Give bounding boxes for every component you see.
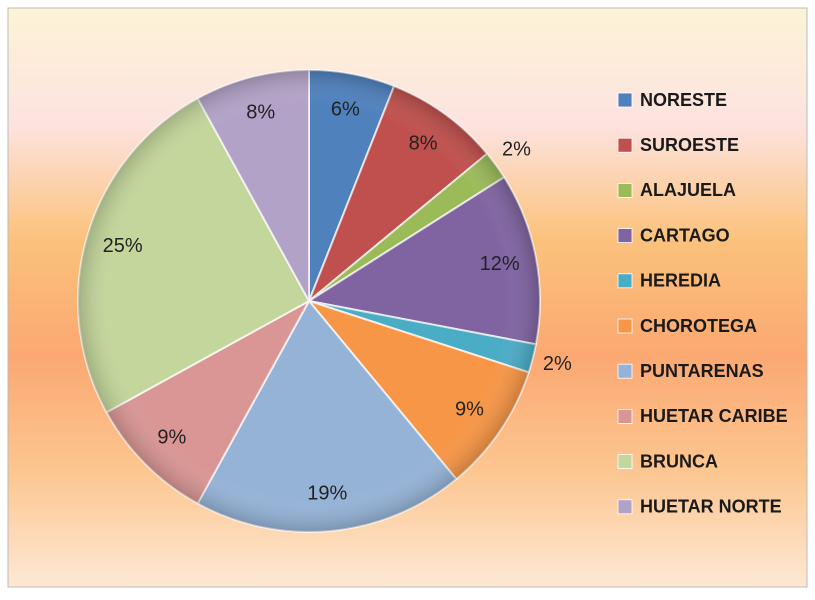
legend-label: BRUNCA — [640, 451, 718, 471]
legend-swatch — [617, 137, 633, 153]
data-label: 8% — [246, 101, 275, 123]
legend-label: HEREDIA — [640, 271, 721, 291]
data-label: 9% — [455, 398, 484, 420]
legend-label: CARTAGO — [640, 225, 730, 245]
legend-swatch — [617, 363, 633, 379]
data-label: 19% — [307, 482, 347, 504]
legend-swatch — [617, 408, 633, 424]
legend-swatch — [617, 92, 633, 108]
legend-label: HUETAR CARIBE — [640, 406, 788, 426]
legend-swatch — [617, 228, 633, 244]
data-label: 2% — [502, 139, 531, 161]
legend-label: CHOROTEGA — [640, 316, 757, 336]
legend-label: HUETAR NORTE — [640, 497, 782, 517]
legend-swatch — [617, 273, 633, 289]
data-label: 12% — [480, 253, 520, 275]
data-label: 9% — [157, 426, 186, 448]
legend: NORESTE SUROESTE ALAJUELA CARTAGO HEREDIA CHO… — [617, 90, 788, 517]
pie — [77, 68, 541, 533]
data-label: 25% — [103, 235, 143, 257]
legend-swatch — [617, 499, 633, 515]
data-label: 8% — [409, 132, 438, 154]
data-label: 6% — [331, 99, 360, 121]
legend-label: ALAJUELA — [640, 180, 736, 200]
legend-label: NORESTE — [640, 90, 727, 110]
legend-label: SUROESTE — [640, 135, 739, 155]
legend-swatch — [617, 182, 633, 198]
legend-label: PUNTARENAS — [640, 361, 764, 381]
data-label: 2% — [543, 353, 572, 375]
legend-swatch — [617, 454, 633, 470]
data-labels: 6% 8% 2% 12% 2% 9% 19% 9% 25% 8% — [103, 99, 572, 505]
legend-swatch — [617, 318, 633, 334]
